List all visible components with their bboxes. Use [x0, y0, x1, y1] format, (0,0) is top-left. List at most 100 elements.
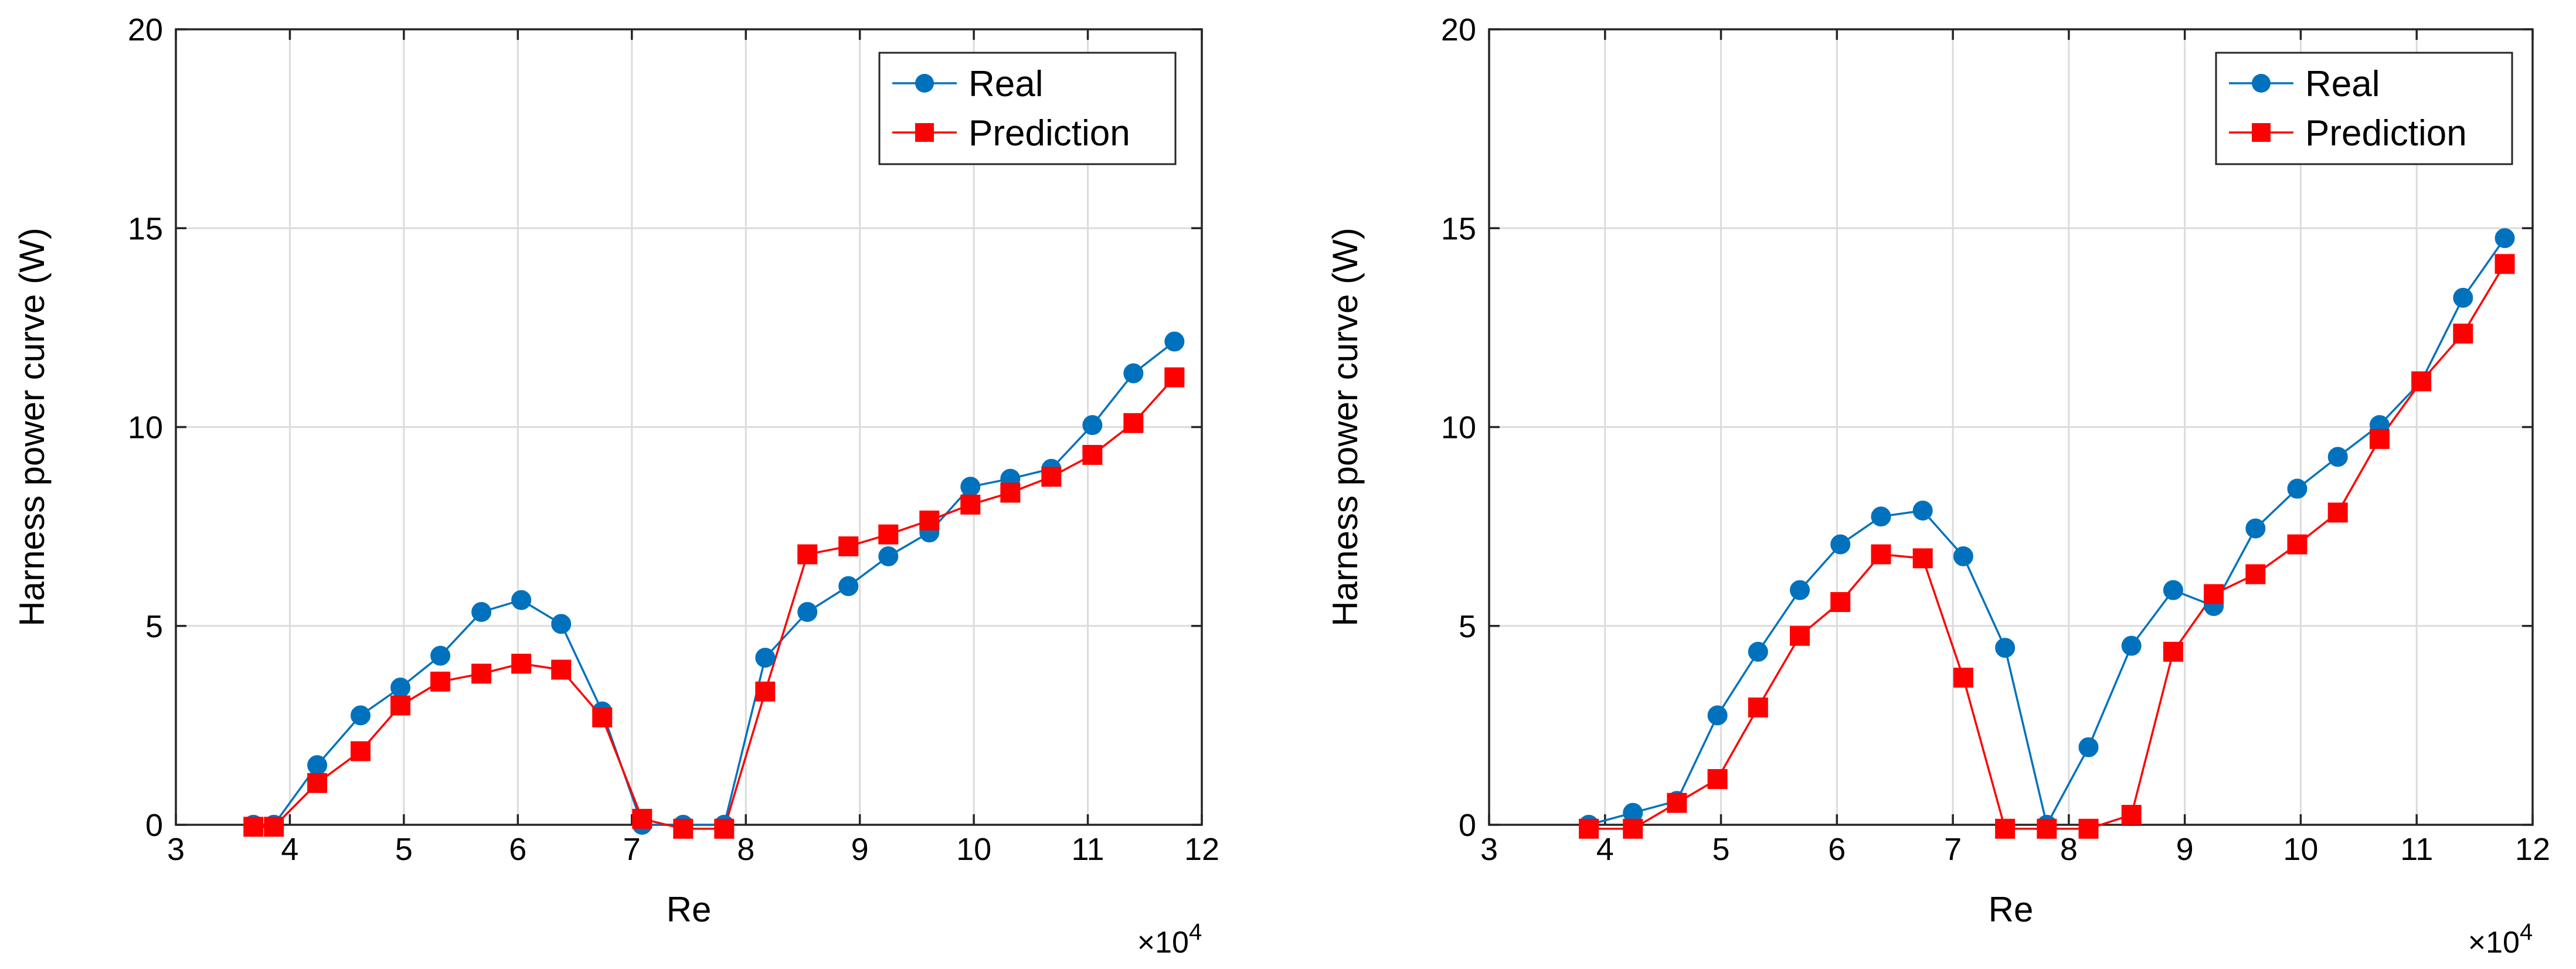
- right-chart: 3 4 5 6 7 8 9 10 11 12 0 5 10 15 20 Re Harness power cur…: [1326, 12, 2550, 960]
- prediction-point: [551, 659, 572, 680]
- real-point: [755, 648, 776, 668]
- real-point: [351, 705, 371, 726]
- real-point: [2287, 478, 2307, 499]
- legend-marker-prediction: [915, 123, 934, 142]
- prediction-point: [1579, 818, 1599, 839]
- prediction-point: [1041, 467, 1062, 487]
- y-tick-label: 5: [145, 609, 163, 644]
- x-tick-label: 10: [956, 832, 991, 867]
- x-tick-label: 6: [509, 832, 526, 867]
- real-point: [2121, 635, 2142, 656]
- y-tick-label: 0: [1459, 808, 1476, 843]
- prediction-point: [592, 707, 613, 727]
- prediction-point: [1953, 667, 1973, 688]
- prediction-point: [1164, 367, 1185, 387]
- legend-marker-prediction: [2252, 123, 2271, 142]
- real-point: [1912, 500, 1933, 521]
- prediction-point: [2204, 584, 2224, 604]
- prediction-point: [1000, 482, 1021, 503]
- x-tick-label: 4: [1596, 832, 1614, 867]
- prediction-point: [797, 544, 818, 565]
- prediction-point: [1830, 592, 1851, 613]
- x-tick-label: 3: [167, 832, 185, 867]
- x-tick-label: 3: [1480, 832, 1498, 867]
- prediction-point: [2287, 534, 2307, 555]
- real-point: [1082, 415, 1103, 436]
- prediction-point: [960, 494, 981, 515]
- x-tick-label: 6: [1828, 832, 1846, 867]
- prediction-point: [307, 773, 328, 793]
- x-tick-label: 4: [281, 832, 298, 867]
- x-tick-label: 7: [623, 832, 641, 867]
- legend-label-real: Real: [968, 64, 1044, 104]
- x-tick-label: 11: [1072, 832, 1105, 867]
- x-axis-title: Re: [1989, 890, 2034, 929]
- prediction-point: [430, 671, 451, 692]
- x-axis-title: Re: [667, 890, 712, 929]
- real-point: [838, 576, 859, 596]
- legend-label-real: Real: [2305, 64, 2380, 104]
- prediction-point: [2369, 429, 2390, 449]
- left-chart: 3 4 5 6 7 8 9 10 11 12 0 5 10 15 20 Re Harness power cur…: [12, 12, 1219, 960]
- prediction-point: [351, 741, 371, 761]
- real-point: [551, 614, 572, 634]
- x-tick-label: 5: [1712, 832, 1730, 867]
- real-point: [2495, 228, 2515, 249]
- prediction-point: [1748, 697, 1768, 718]
- y-tick-label: 10: [128, 410, 163, 446]
- x-multiplier-exponent: 4: [1189, 919, 1202, 945]
- y-tick-label: 15: [128, 211, 163, 246]
- real-point: [1123, 363, 1144, 383]
- prediction-point: [2245, 564, 2266, 584]
- prediction-point: [1707, 769, 1728, 789]
- prediction-point: [632, 808, 653, 829]
- x-multiplier: ×104: [2468, 919, 2533, 960]
- prediction-point: [2078, 818, 2099, 839]
- real-point: [2453, 287, 2473, 308]
- real-point: [511, 590, 532, 610]
- prediction-point: [714, 818, 735, 839]
- prediction-point: [2327, 502, 2348, 523]
- prediction-point: [878, 524, 899, 545]
- y-tick-label: 0: [145, 808, 163, 843]
- prediction-point: [755, 681, 776, 702]
- prediction-point: [919, 510, 940, 531]
- prediction-point: [838, 536, 859, 557]
- real-point: [390, 677, 411, 698]
- real-point: [1871, 506, 1891, 527]
- prediction-point: [1667, 793, 1687, 813]
- y-tick-label: 20: [1441, 12, 1476, 47]
- prediction-point: [2495, 254, 2515, 274]
- prediction-point: [1790, 625, 1810, 646]
- legend-marker-real: [915, 74, 934, 93]
- real-point: [2078, 737, 2099, 757]
- real-point: [307, 755, 328, 776]
- x-tick-label: 10: [2283, 832, 2318, 867]
- x-tick-label: 12: [1184, 832, 1219, 867]
- prediction-point: [511, 654, 532, 674]
- real-point: [960, 477, 981, 497]
- real-point: [471, 602, 492, 623]
- real-point: [1995, 638, 2016, 658]
- real-point: [878, 546, 899, 567]
- y-axis-title: Harness power curve (W): [1326, 227, 1365, 626]
- x-tick-label: 7: [1944, 832, 1962, 867]
- y-tick-label: 10: [1441, 410, 1476, 446]
- prediction-point: [2121, 805, 2142, 825]
- prediction-point: [2453, 324, 2473, 344]
- x-tick-label: 11: [2400, 832, 2433, 867]
- y-tick-label: 15: [1441, 211, 1476, 246]
- x-multiplier-base: ×10: [1137, 926, 1189, 960]
- prediction-point: [2411, 371, 2432, 392]
- x-tick-label: 8: [2060, 832, 2078, 867]
- real-point: [1748, 641, 1768, 662]
- legend-label-prediction: Prediction: [2305, 113, 2467, 154]
- real-point: [1164, 331, 1185, 352]
- x-tick-label: 8: [737, 832, 755, 867]
- prediction-point: [243, 817, 264, 837]
- legend-label-prediction: Prediction: [968, 113, 1130, 154]
- prediction-point: [1082, 444, 1103, 465]
- x-tick-label: 9: [2176, 832, 2194, 867]
- x-multiplier-base: ×10: [2468, 926, 2520, 960]
- prediction-point: [1995, 818, 2016, 839]
